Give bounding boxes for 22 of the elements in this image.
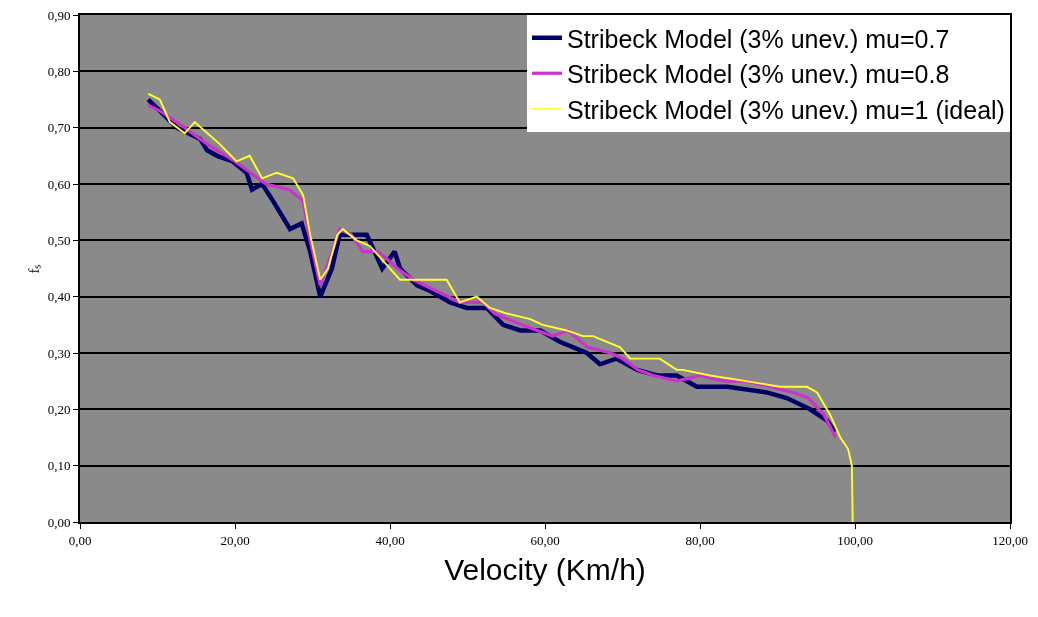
x-tick-label: 80,00 [685, 532, 715, 548]
y-tick-label: 0,00 [47, 514, 71, 530]
x-tick-label: 0,00 [68, 532, 92, 548]
x-tick-label: 60,00 [530, 532, 560, 548]
x-tick-label: 20,00 [220, 532, 250, 548]
y-tick-label: 0,80 [47, 63, 71, 79]
legend-label: Stribeck Model (3% unev.) mu=0.7 [567, 24, 950, 53]
y-tick-label: 0,70 [47, 120, 71, 136]
y-tick-label: 0,20 [47, 401, 71, 417]
x-tick-label: 100,00 [837, 532, 873, 548]
legend-label: Stribeck Model (3% unev.) mu=0.8 [567, 60, 950, 88]
y-tick-label: 0,60 [47, 176, 71, 192]
y-tick-label: 0,40 [47, 289, 71, 305]
legend-label: Stribeck Model (3% unev.) mu=1 (ideal) [567, 95, 1005, 124]
y-tick-label: 0,90 [47, 7, 71, 23]
y-tick-label: 0,10 [47, 458, 71, 474]
x-tick-label: 40,00 [375, 532, 405, 548]
y-tick-label: 0,30 [47, 345, 71, 361]
x-tick-label: 120,00 [992, 532, 1028, 548]
x-axis-title: Velocity (Km/h) [444, 552, 646, 586]
y-tick-label: 0,50 [47, 232, 71, 248]
y-axis-title: fₛ [26, 263, 43, 274]
